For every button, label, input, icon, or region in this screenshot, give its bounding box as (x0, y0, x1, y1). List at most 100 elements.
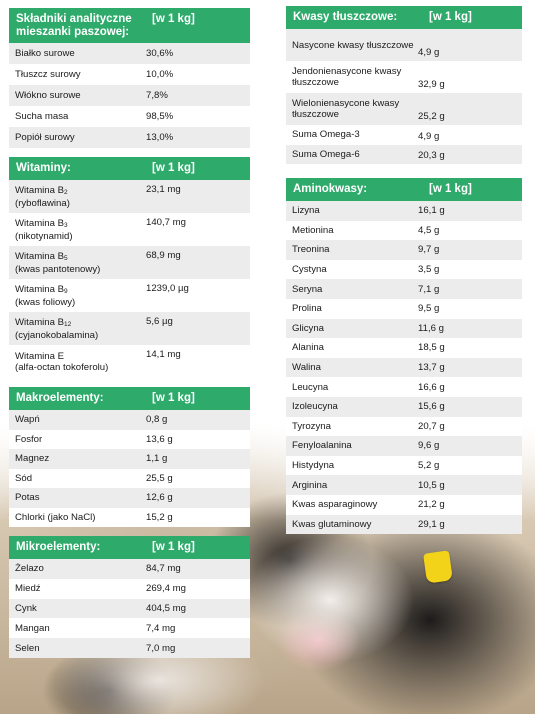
row-value: 12,6 g (146, 492, 173, 504)
row-name: Białko surowe (15, 48, 75, 59)
analytical-rows: Białko surowe 30,6% Tłuszcz surowy 10,0% Włó… (9, 43, 250, 148)
left-column: Składniki analityczne mieszanki paszowej… (9, 8, 250, 667)
table-row: Nasycone kwasy tłuszczowe 4,9 g (286, 29, 522, 61)
table-row: Popiół surowy 13,0% (9, 127, 250, 148)
analytical-section: Składniki analityczne mieszanki paszowej… (9, 8, 250, 148)
table-row: Arginina 10,5 g (286, 475, 522, 495)
row-name: Wielonienasycone kwasy tłuszczowe (292, 98, 400, 120)
vitamin-note: (nikotynamid) (15, 230, 73, 242)
vitamin-name: Witamina B (15, 316, 65, 328)
analytical-header-label: Składniki analityczne mieszanki paszowej… (16, 13, 132, 38)
macro-header-label: Makroelementy: (16, 392, 104, 404)
row-name: Lizyna (292, 205, 320, 217)
vitamin-subscript: 5 (64, 254, 68, 262)
row-value: 29,1 g (418, 518, 445, 530)
row-name: Treonina (292, 244, 330, 256)
row-value: 13,7 g (418, 362, 445, 374)
row-name: Magnez (15, 453, 50, 465)
table-row: Prolina 9,5 g (286, 298, 522, 319)
micro-header-unit: [w 1 kg] (152, 541, 195, 553)
analytical-header-unit: [w 1 kg] (152, 13, 195, 25)
row-name: Fosfor (15, 433, 43, 445)
row-value: 10,0% (146, 69, 174, 80)
fatty-acids-header-unit: [w 1 kg] (429, 11, 472, 23)
table-row: Selen 7,0 mg (9, 638, 250, 658)
amino-header-label: Aminokwasy: (293, 183, 368, 195)
macro-rows: Wapń 0,8 g Fosfor 13,6 g Magnez 1,1 g Sód 25,5 … (9, 410, 250, 527)
row-name: Cystyna (292, 264, 327, 276)
row-value: 16,6 g (418, 381, 445, 393)
row-name: Witamina E (alfa-octan tokoferolu) (15, 351, 146, 373)
vitamin-name: Witamina B (15, 250, 65, 262)
row-value: 9,7 g (418, 244, 440, 256)
fatty-acids-header: Kwasy tłuszczowe: [w 1 kg] (286, 6, 522, 29)
macro-header: Makroelementy: [w 1 kg] (9, 387, 250, 410)
row-value: 1239,0 µg (146, 283, 189, 294)
table-row: Treonina 9,7 g (286, 240, 522, 260)
row-name: Miedź (15, 583, 41, 595)
row-value: 10,5 g (418, 479, 445, 491)
row-name: Selen (15, 642, 40, 654)
table-row: Glicyna 11,6 g (286, 318, 522, 339)
vitamin-note: (kwas foliowy) (15, 296, 76, 308)
row-name: Fenyloalanina (292, 440, 352, 452)
micro-header: Mikroelementy: [w 1 kg] (9, 536, 250, 559)
row-value: 23,1 mg (146, 184, 181, 195)
row-name: Wapń (15, 414, 40, 426)
table-row: Histydyna 5,2 g (286, 455, 522, 476)
row-value: 13,6 g (146, 433, 173, 445)
row-name: Witamina B2 (ryboflawina) (15, 185, 146, 209)
row-value: 0,8 g (146, 414, 168, 426)
row-name: Seryna (292, 283, 323, 295)
row-value: 13,0% (146, 132, 174, 143)
row-name: Arginina (292, 479, 328, 491)
table-row: Jendonienasycone kwasy tłuszczowe 32,9 g (286, 61, 522, 93)
row-value: 16,1 g (418, 205, 445, 217)
vitamin-note: (alfa-octan tokoferolu) (15, 361, 109, 373)
table-row: Leucyna 16,6 g (286, 377, 522, 397)
row-value: 4,9 g (418, 47, 440, 58)
row-name: Metionina (292, 224, 334, 236)
row-name: Potas (15, 492, 40, 504)
vitamin-note: (kwas pantotenowy) (15, 263, 101, 275)
row-name: Witamina B9 (kwas foliowy) (15, 284, 146, 308)
table-row: Walina 13,7 g (286, 357, 522, 378)
row-name: Leucyna (292, 381, 329, 393)
row-value: 7,1 g (418, 283, 440, 295)
table-row: Suma Omega-3 4,9 g (286, 125, 522, 145)
row-value: 32,9 g (418, 79, 445, 90)
row-name: Chlorki (jako NaCl) (15, 511, 96, 523)
vitamin-subscript: 3 (64, 221, 68, 229)
row-name: Witamina B3 (nikotynamid) (15, 218, 146, 242)
table-row: Kwas asparaginowy 21,2 g (286, 494, 522, 515)
fatty-acids-section: Kwasy tłuszczowe: [w 1 kg] Nasycone kwas… (286, 6, 522, 164)
vitamin-name: Witamina B (15, 217, 65, 229)
table-row: Cynk 404,5 mg (9, 598, 250, 619)
row-value: 84,7 mg (146, 563, 181, 575)
row-value: 4,9 g (418, 130, 440, 142)
row-name: Cynk (15, 602, 37, 614)
row-name: Glicyna (292, 322, 324, 334)
amino-header: Aminokwasy: [w 1 kg] (286, 178, 522, 201)
row-value: 15,6 g (418, 401, 445, 413)
row-value: 9,6 g (418, 440, 440, 452)
row-value: 269,4 mg (146, 583, 187, 595)
vitamin-subscript: 9 (64, 287, 68, 295)
table-row: Metionina 4,5 g (286, 220, 522, 241)
row-name: Mangan (15, 622, 50, 634)
table-row: Cystyna 3,5 g (286, 259, 522, 280)
table-row: Żelazo 84,7 mg (9, 559, 250, 579)
row-name: Sód (15, 472, 33, 484)
vitamin-note: (cyjanokobalamina) (15, 329, 99, 341)
vitamin-subscript: 12 (64, 320, 72, 328)
row-name: Izoleucyna (292, 401, 338, 413)
row-value: 4,5 g (418, 224, 440, 236)
row-name: Włókno surowe (15, 90, 81, 101)
row-name: Popiół surowy (15, 132, 75, 143)
table-row: Sód 25,5 g (9, 468, 250, 488)
row-value: 9,5 g (418, 303, 440, 315)
row-name: Prolina (292, 303, 322, 315)
table-row: Witamina B3 (nikotynamid) 140,7 mg (9, 213, 250, 246)
table-row: Białko surowe 30,6% (9, 43, 250, 64)
vitamin-name: Witamina B (15, 283, 65, 295)
